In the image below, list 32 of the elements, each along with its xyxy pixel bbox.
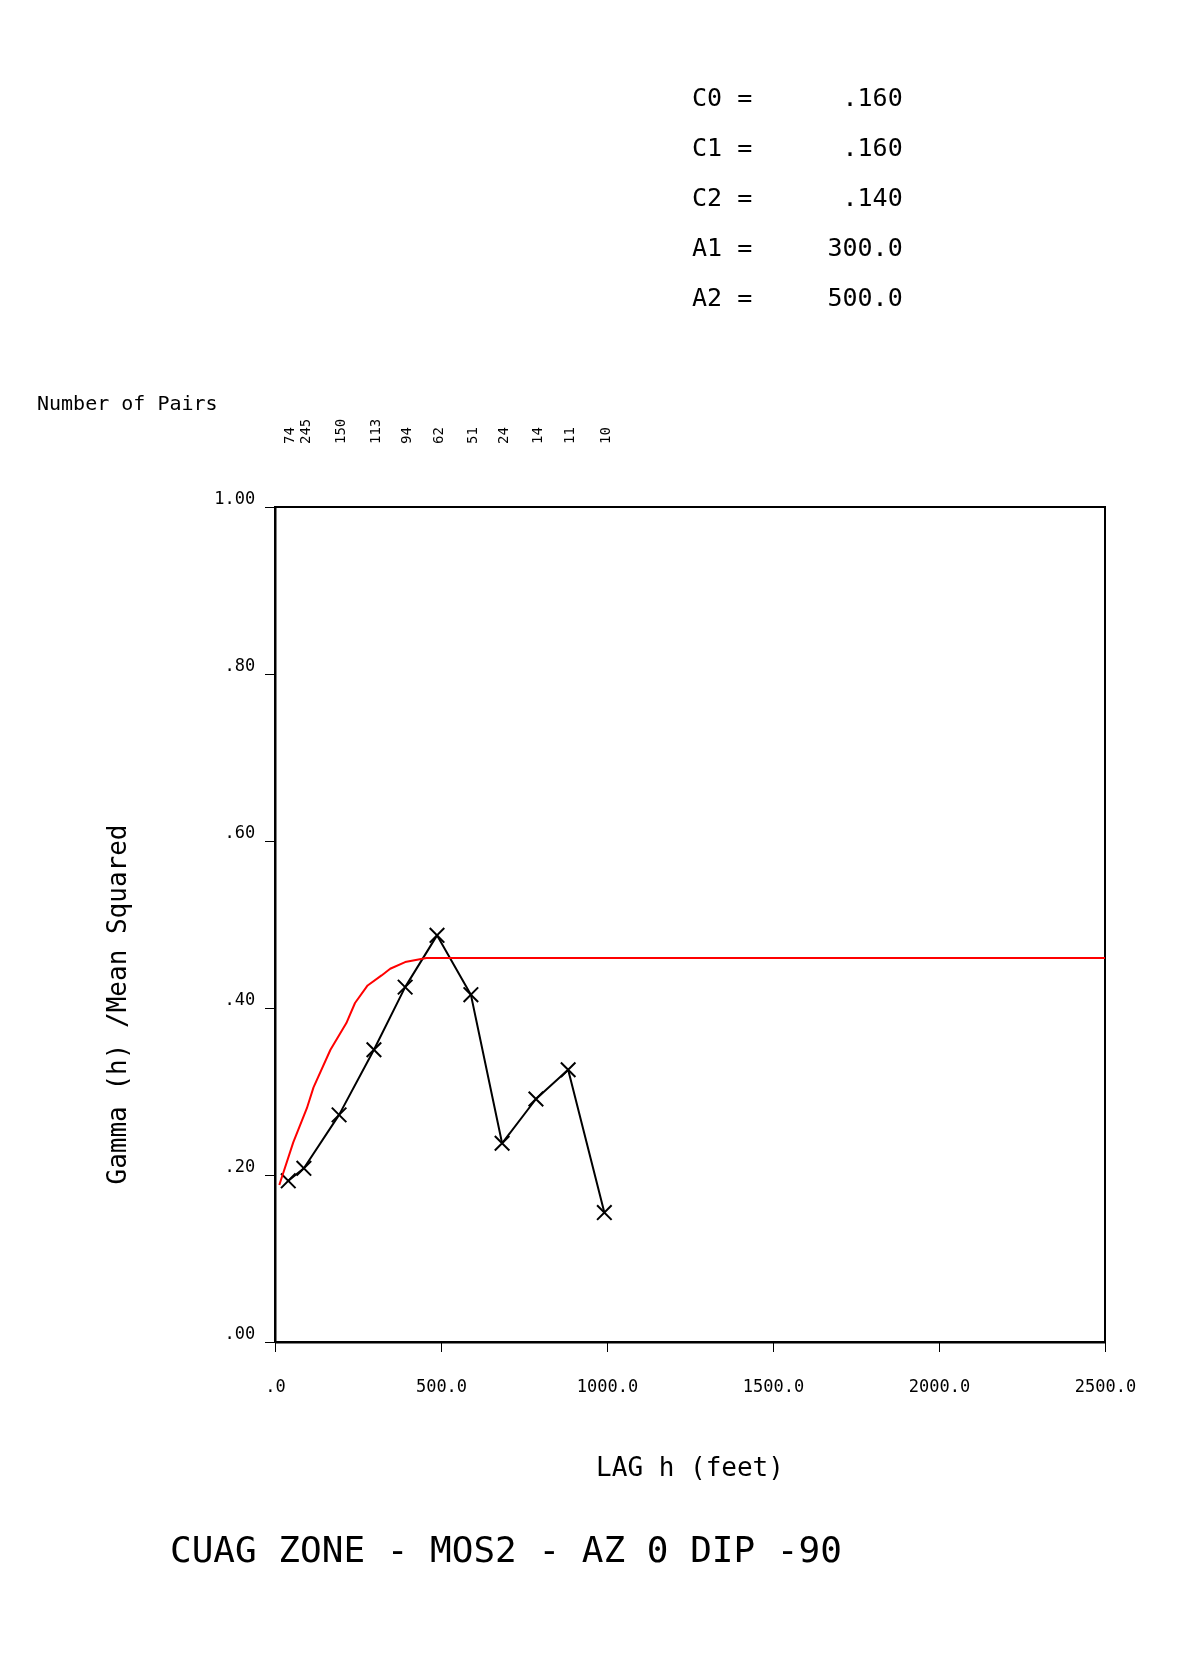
x-tick-label: 2500.0 xyxy=(1074,1376,1137,1397)
y-tick-label: .20 xyxy=(224,1156,256,1177)
text: Number of Pairs xyxy=(37,391,218,415)
y-axis-title: Gamma (h) /Mean Squared xyxy=(102,824,132,1185)
text: CUAG ZONE - MOS2 - AZ 0 DIP -90 xyxy=(170,1529,842,1570)
y-tick-label: .80 xyxy=(224,655,256,676)
text: 113 xyxy=(366,418,383,444)
y-tick-label: 1.00 xyxy=(214,488,256,509)
x-tick-label: .0 xyxy=(265,1376,286,1397)
x-tick-label: 2000.0 xyxy=(908,1376,971,1397)
text: 51 xyxy=(463,427,480,444)
text: 24 xyxy=(495,427,512,444)
text: A1 = 300.0 xyxy=(692,233,903,262)
y-tick-label: .60 xyxy=(224,822,256,843)
text: 14 xyxy=(528,427,545,444)
text: 245 xyxy=(296,418,313,444)
text: 74 xyxy=(281,427,298,444)
text: 94 xyxy=(398,427,415,444)
text: 11 xyxy=(561,427,578,444)
y-tick-label: .40 xyxy=(224,989,256,1010)
text: C0 = .160 xyxy=(692,83,903,112)
x-tick-label: 1000.0 xyxy=(576,1376,639,1397)
x-tick-label: 500.0 xyxy=(415,1376,468,1397)
text: A2 = 500.0 xyxy=(692,283,903,312)
y-tick-label: .00 xyxy=(224,1323,256,1344)
text: 150 xyxy=(332,418,349,444)
x-tick-label: 1500.0 xyxy=(742,1376,805,1397)
text: C2 = .140 xyxy=(692,183,903,212)
x-axis-title: LAG h (feet) xyxy=(596,1452,784,1482)
text: 62 xyxy=(430,427,447,444)
text: 10 xyxy=(597,427,614,444)
text: C1 = .160 xyxy=(692,133,903,162)
